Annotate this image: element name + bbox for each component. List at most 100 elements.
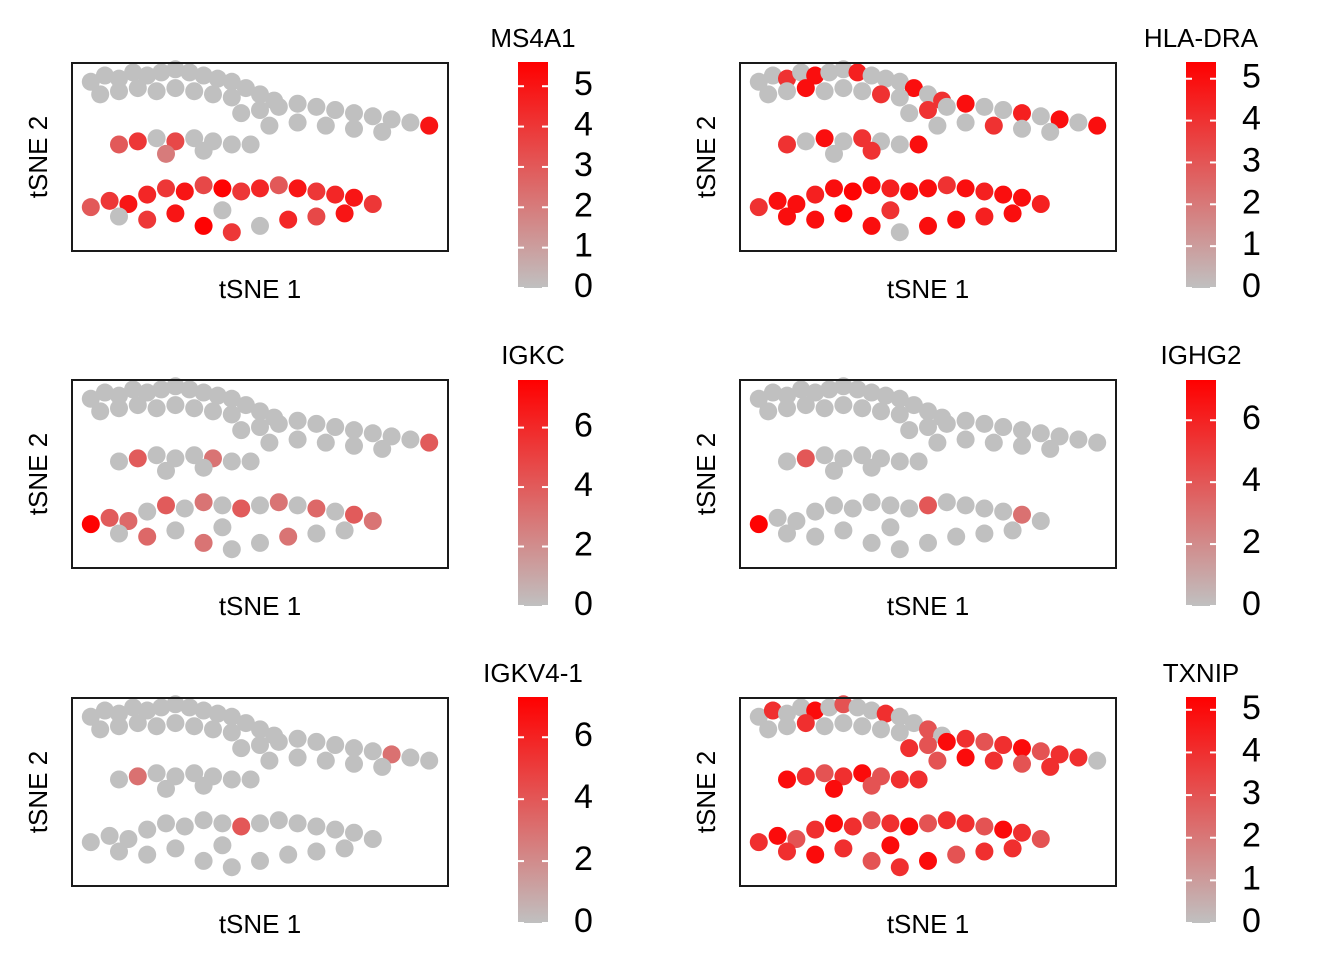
cell-point: [876, 69, 895, 88]
plot-frame: [71, 379, 449, 569]
colorbar: [518, 62, 548, 288]
x-axis-label: tSNE 1: [219, 591, 301, 621]
cell-point: [792, 698, 811, 717]
cell-point: [213, 518, 232, 537]
cell-point: [881, 836, 900, 855]
cell-point: [208, 704, 227, 723]
cell-point: [119, 195, 138, 213]
cell-point: [862, 216, 881, 235]
cell-point: [806, 383, 825, 402]
cell-point: [919, 85, 937, 104]
cell-point: [947, 527, 966, 546]
cell-point: [95, 383, 114, 402]
cell-point: [128, 449, 147, 468]
cell-point: [363, 195, 382, 213]
cell-point: [919, 851, 937, 870]
cell-point: [956, 94, 975, 113]
cell-point: [792, 380, 811, 399]
colorbar-tick-label: 2: [1242, 817, 1261, 855]
cell-point: [232, 421, 251, 440]
cell-point: [236, 396, 255, 415]
cell-point: [307, 842, 326, 861]
cell-point: [1003, 521, 1022, 540]
cell-point: [853, 82, 872, 101]
cell-point: [1088, 751, 1107, 770]
cell-point: [937, 414, 956, 433]
cell-point: [128, 132, 147, 151]
cell-point: [307, 524, 326, 543]
colorbar-tick-label: 0: [1242, 585, 1261, 623]
cell-point: [984, 433, 1003, 452]
cell-point: [175, 182, 194, 201]
colorbar-tick-label: 6: [574, 716, 593, 754]
cell-point: [81, 389, 100, 408]
cell-point: [834, 132, 853, 151]
cell-point: [909, 770, 928, 789]
cell-point: [1013, 188, 1031, 207]
cell-point: [825, 496, 843, 515]
cell-point: [825, 179, 843, 198]
feature-panel: tSNE 1 tSNE 2 TXNIP 0 1 2 3 4 5: [691, 658, 1261, 940]
cell-point: [401, 748, 420, 767]
cell-point: [232, 739, 251, 758]
cell-point: [241, 770, 260, 789]
cell-point: [900, 739, 919, 758]
cell-point: [110, 842, 128, 861]
cell-point: [763, 383, 782, 402]
cell-point: [890, 72, 909, 91]
cell-point: [307, 732, 326, 751]
cell-point: [91, 402, 110, 421]
cell-point: [904, 79, 923, 98]
cell-point: [778, 82, 796, 101]
cell-point: [843, 499, 862, 518]
cell-point: [166, 204, 185, 223]
cell-point: [204, 720, 222, 739]
cell-point: [288, 748, 307, 767]
cell-point: [792, 63, 811, 82]
cell-point: [194, 811, 213, 830]
cell-point: [778, 69, 796, 88]
cell-point: [251, 720, 269, 739]
cell-point: [843, 182, 862, 201]
cell-point: [1088, 116, 1107, 135]
cell-point: [975, 97, 994, 116]
plot-frame: [739, 697, 1117, 887]
cell-point: [994, 185, 1013, 204]
cell-point: [232, 817, 251, 836]
cell-point: [787, 195, 806, 213]
cell-point: [759, 402, 778, 421]
cell-point: [166, 449, 185, 468]
cell-point: [956, 430, 975, 449]
cell-point: [307, 817, 326, 836]
cell-point: [251, 736, 269, 754]
colorbar-tick-label: 0: [574, 902, 593, 940]
cell-point: [110, 704, 128, 723]
cell-point: [834, 60, 853, 79]
cell-point: [919, 402, 937, 421]
feature-panel: tSNE 1 tSNE 2 IGHG2 0 2 4 6: [691, 340, 1261, 623]
cell-point: [796, 767, 815, 786]
cell-point: [166, 767, 185, 786]
cell-point: [251, 179, 269, 198]
colorbar-tick-label: 5: [1242, 689, 1261, 727]
cell-point: [919, 101, 937, 119]
cell-point: [138, 845, 157, 864]
cell-point: [994, 736, 1013, 754]
cell-point: [1031, 107, 1050, 126]
cell-point: [768, 508, 787, 527]
cell-point: [1013, 119, 1031, 138]
cell-point: [1041, 439, 1060, 458]
cell-point: [820, 698, 839, 717]
cell-point: [928, 751, 947, 770]
cell-point: [778, 386, 796, 405]
cell-point: [862, 701, 881, 720]
colorbar-tick-label: 6: [574, 407, 593, 445]
cell-point: [124, 698, 143, 717]
cell-point: [956, 179, 975, 198]
cell-point: [222, 452, 241, 471]
cell-point: [157, 461, 175, 480]
cell-point: [984, 116, 1003, 135]
cell-point: [1013, 754, 1031, 773]
cell-point: [975, 207, 994, 226]
